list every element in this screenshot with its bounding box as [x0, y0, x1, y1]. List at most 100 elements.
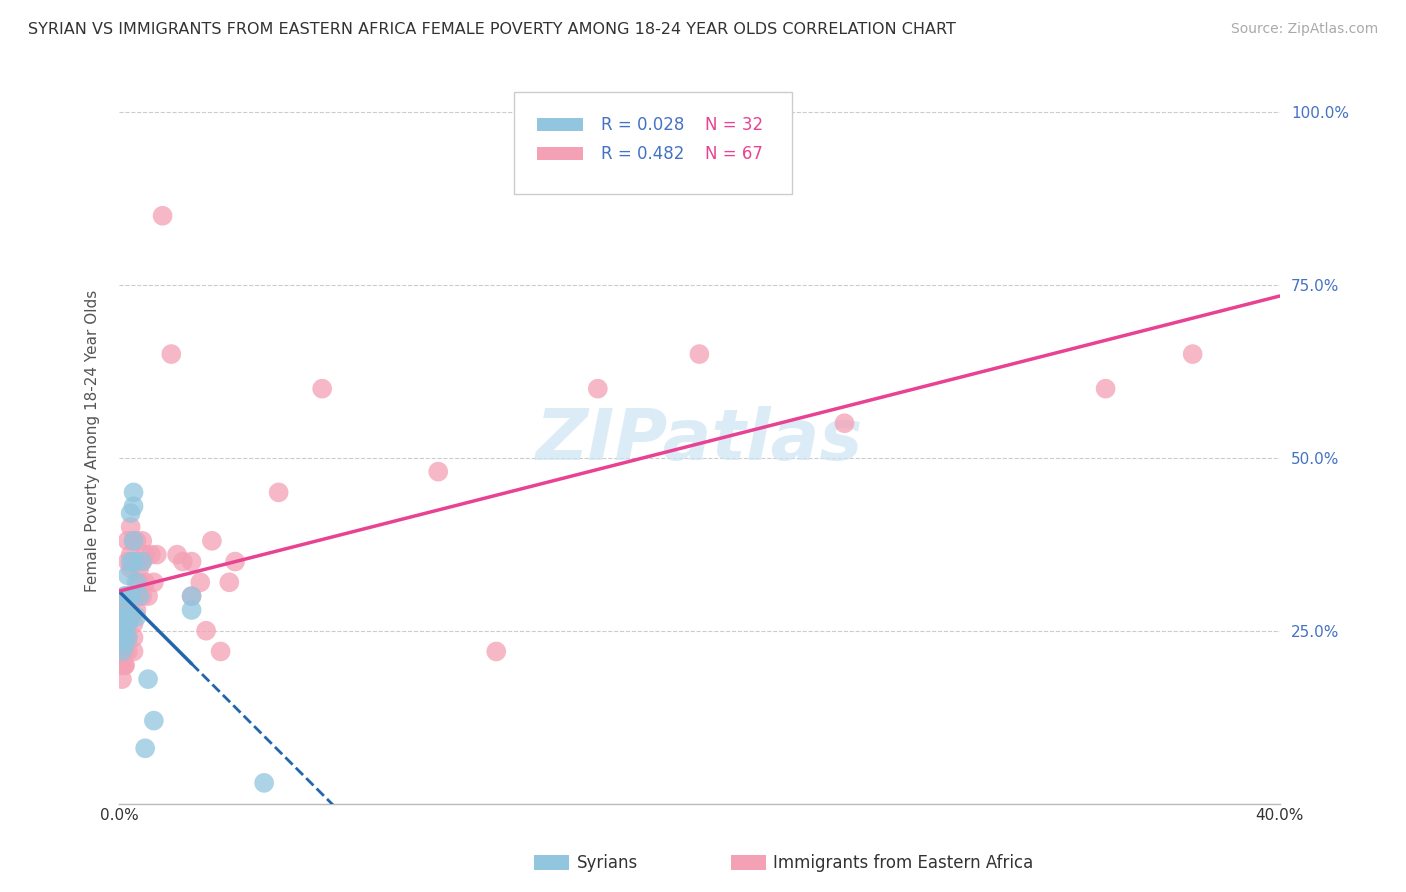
Point: [111, 631, 134, 645]
Text: ZIPatlas: ZIPatlas: [536, 406, 863, 475]
Point: [120, 603, 142, 617]
Point: [136, 672, 159, 686]
FancyBboxPatch shape: [537, 118, 583, 131]
Point: [120, 589, 142, 603]
Point: [117, 616, 139, 631]
Point: [122, 555, 145, 569]
Point: [120, 589, 142, 603]
Point: [117, 589, 139, 603]
Point: [209, 644, 232, 658]
Point: [114, 658, 136, 673]
Point: [188, 575, 211, 590]
Point: [160, 347, 183, 361]
Text: Syrians: Syrians: [576, 854, 638, 871]
Point: [1181, 347, 1204, 361]
Point: [218, 575, 240, 590]
Point: [122, 500, 145, 514]
Point: [111, 658, 134, 673]
Point: [180, 603, 202, 617]
Point: [253, 776, 276, 790]
Point: [180, 589, 202, 603]
Point: [131, 533, 153, 548]
Point: [128, 589, 150, 603]
Point: [117, 610, 139, 624]
Point: [146, 548, 169, 562]
Point: [688, 347, 710, 361]
Point: [120, 520, 142, 534]
Point: [122, 616, 145, 631]
Point: [125, 533, 148, 548]
Y-axis label: Female Poverty Among 18-24 Year Olds: Female Poverty Among 18-24 Year Olds: [86, 289, 100, 591]
Point: [1094, 382, 1116, 396]
Point: [120, 610, 142, 624]
Point: [122, 631, 145, 645]
Point: [586, 382, 609, 396]
Point: [166, 548, 188, 562]
Point: [131, 555, 153, 569]
Point: [224, 555, 246, 569]
Point: [180, 555, 202, 569]
Point: [134, 548, 156, 562]
Text: Source: ZipAtlas.com: Source: ZipAtlas.com: [1230, 22, 1378, 37]
Text: R = 0.028: R = 0.028: [600, 116, 685, 134]
Point: [111, 631, 134, 645]
Point: [134, 575, 156, 590]
Point: [111, 644, 134, 658]
Text: N = 32: N = 32: [706, 116, 763, 134]
Point: [128, 561, 150, 575]
Point: [114, 603, 136, 617]
Point: [111, 624, 134, 638]
Point: [111, 672, 134, 686]
Point: [122, 485, 145, 500]
Point: [131, 589, 153, 603]
Point: [122, 555, 145, 569]
Point: [180, 589, 202, 603]
Point: [139, 548, 162, 562]
Point: [122, 533, 145, 548]
Point: [131, 555, 153, 569]
Point: [117, 631, 139, 645]
Point: [111, 644, 134, 658]
Point: [834, 416, 856, 430]
Point: [125, 575, 148, 590]
Point: [128, 575, 150, 590]
FancyBboxPatch shape: [537, 147, 583, 161]
Point: [114, 589, 136, 603]
Point: [114, 589, 136, 603]
Point: [114, 616, 136, 631]
Point: [172, 555, 194, 569]
Point: [267, 485, 290, 500]
Point: [114, 603, 136, 617]
Point: [114, 631, 136, 645]
Point: [125, 603, 148, 617]
Point: [114, 658, 136, 673]
Point: [195, 624, 218, 638]
Point: [111, 616, 134, 631]
Text: Immigrants from Eastern Africa: Immigrants from Eastern Africa: [773, 854, 1033, 871]
Text: N = 67: N = 67: [706, 145, 763, 162]
Point: [201, 533, 224, 548]
Point: [427, 465, 450, 479]
Point: [117, 616, 139, 631]
Point: [120, 561, 142, 575]
Point: [117, 589, 139, 603]
Point: [134, 741, 156, 756]
Point: [485, 644, 508, 658]
Point: [117, 533, 139, 548]
Point: [111, 616, 134, 631]
Point: [117, 568, 139, 582]
Point: [114, 616, 136, 631]
Point: [111, 610, 134, 624]
FancyBboxPatch shape: [513, 92, 792, 194]
Point: [120, 506, 142, 520]
Point: [111, 603, 134, 617]
Point: [120, 548, 142, 562]
Point: [136, 589, 159, 603]
Point: [114, 644, 136, 658]
Point: [114, 638, 136, 652]
Point: [117, 631, 139, 645]
Point: [122, 589, 145, 603]
Point: [122, 644, 145, 658]
Point: [117, 603, 139, 617]
Point: [122, 533, 145, 548]
